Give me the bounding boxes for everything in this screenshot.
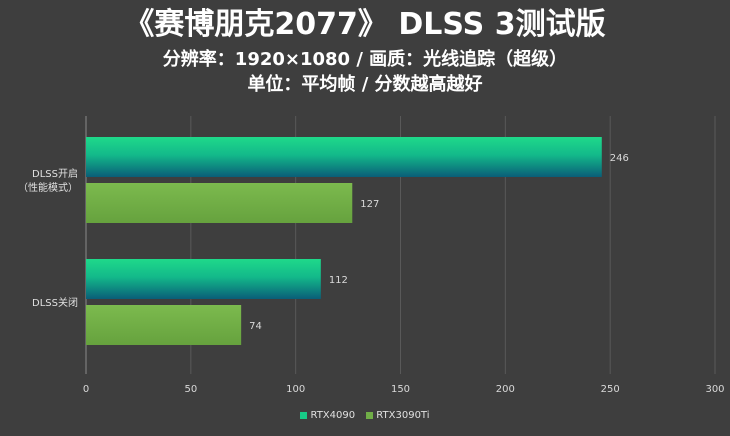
x-tick-label: 150 — [391, 384, 410, 395]
data-labels: 246 127 112 74 — [249, 153, 629, 332]
x-tick-label: 100 — [286, 384, 305, 395]
x-tick-label: 50 — [184, 384, 197, 395]
legend-label-rtx4090: RTX4090 — [310, 410, 356, 421]
x-axis-ticks: 0 50 100 150 200 250 300 — [83, 384, 725, 395]
category-label: DLSS关闭 — [32, 296, 78, 309]
legend: RTX4090 RTX3090Ti — [0, 410, 730, 421]
legend-swatch-rtx3090ti — [366, 411, 374, 419]
bar-rtx4090-1 — [86, 259, 321, 299]
data-label: 246 — [610, 153, 629, 164]
chart-subtitle-unit: 单位：平均帧 / 分数越高越好 — [247, 74, 483, 95]
bar-rtx3090ti-1 — [86, 305, 242, 345]
data-label: 127 — [360, 199, 379, 210]
y-axis-categories: DLSS开启（性能模式） DLSS关闭 — [18, 167, 78, 309]
legend-item-rtx4090: RTX4090 — [300, 410, 355, 421]
category-label: （性能模式） — [18, 181, 78, 194]
bar-rtx3090ti-0 — [86, 183, 353, 223]
x-tick-label: 300 — [705, 384, 724, 395]
legend-label-rtx3090ti: RTX3090Ti — [376, 410, 430, 421]
legend-item-rtx3090ti: RTX3090Ti — [366, 410, 430, 421]
chart-subtitle-settings: 分辨率：1920×1080 / 画质：光线追踪（超级） — [162, 49, 568, 70]
x-tick-label: 0 — [83, 384, 89, 395]
data-label: 112 — [329, 275, 348, 286]
bar-rtx4090-0 — [86, 137, 602, 177]
chart-title: 《赛博朋克2077》 DLSS 3测试版 — [124, 7, 606, 42]
data-label: 74 — [249, 321, 262, 332]
x-tick-label: 250 — [601, 384, 620, 395]
bars — [86, 137, 602, 345]
category-label: DLSS开启 — [32, 167, 78, 180]
x-tick-label: 200 — [496, 384, 515, 395]
legend-swatch-rtx4090 — [300, 411, 308, 419]
